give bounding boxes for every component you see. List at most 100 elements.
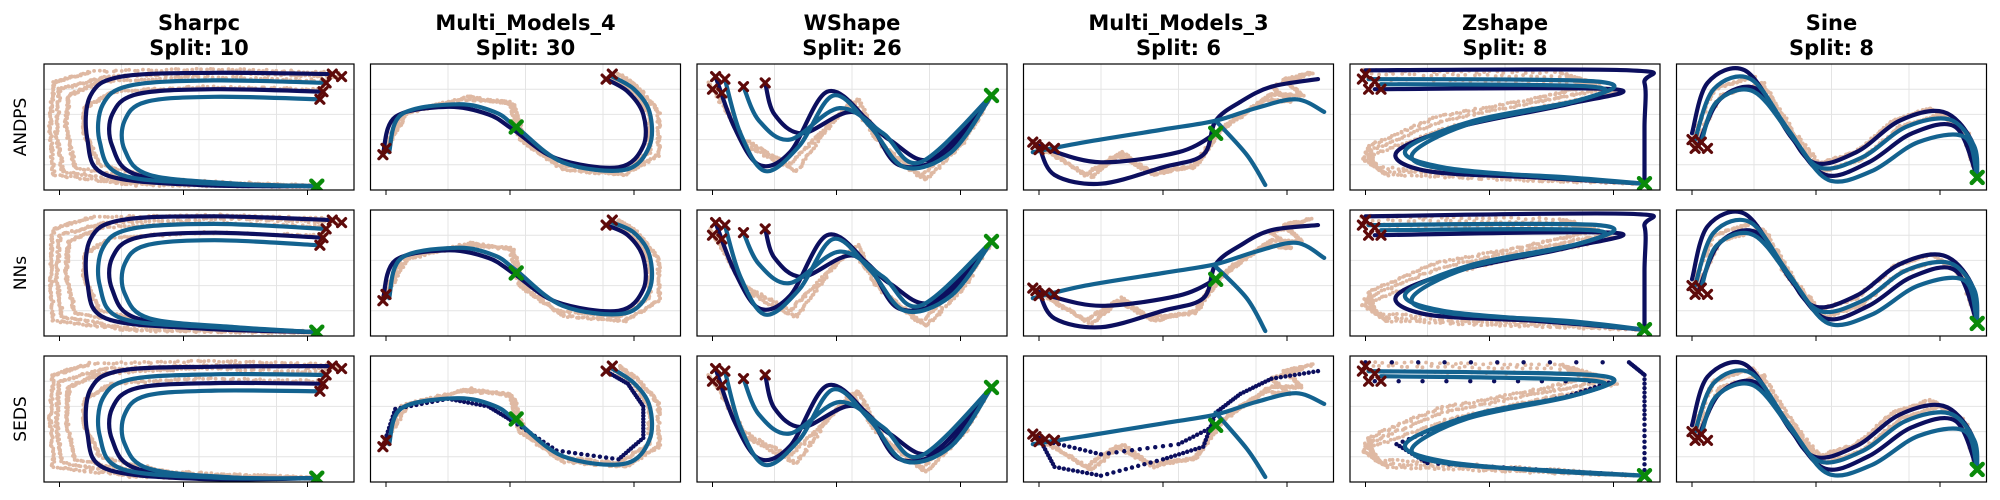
demonstration-point bbox=[49, 306, 54, 310]
demonstration-point bbox=[122, 234, 127, 239]
demonstration-point bbox=[148, 328, 153, 332]
demonstration-point bbox=[50, 109, 55, 114]
demonstration-point bbox=[135, 327, 139, 332]
demonstration-point bbox=[755, 149, 760, 154]
demonstration-point bbox=[312, 220, 317, 225]
start-marker-stroke bbox=[326, 68, 338, 80]
start-marker bbox=[380, 142, 392, 155]
demonstration-point bbox=[59, 86, 64, 90]
demonstration-point bbox=[205, 67, 209, 72]
demonstration-point bbox=[810, 138, 815, 142]
demonstration-point bbox=[182, 329, 187, 334]
demonstration-point bbox=[72, 74, 77, 79]
start-marker-stroke bbox=[1689, 142, 1701, 155]
demonstration-point bbox=[89, 174, 94, 179]
demonstration-point bbox=[812, 146, 817, 151]
demonstration-point bbox=[264, 67, 269, 72]
demonstration-point bbox=[1484, 109, 1489, 114]
demonstration-point bbox=[73, 230, 77, 234]
trajectory-a bbox=[1036, 77, 1321, 187]
demonstration-point bbox=[1514, 74, 1518, 79]
demonstration-point bbox=[119, 69, 124, 73]
demonstration-point bbox=[92, 68, 96, 73]
demonstration-point bbox=[78, 166, 83, 171]
demonstration-point bbox=[615, 71, 620, 76]
demonstration-point bbox=[718, 100, 722, 105]
demonstration-point bbox=[1485, 72, 1490, 77]
demonstration-point bbox=[508, 253, 513, 258]
demonstration-point bbox=[69, 229, 74, 234]
demonstration-point bbox=[119, 214, 124, 219]
demonstration-point bbox=[152, 218, 157, 223]
start-marker-stroke bbox=[719, 73, 731, 85]
goal-marker bbox=[1207, 125, 1224, 142]
demonstration-point bbox=[1377, 72, 1381, 77]
demonstration-point bbox=[1436, 174, 1441, 178]
demonstration-point bbox=[1363, 158, 1368, 163]
start-marker bbox=[314, 93, 326, 105]
start-marker-stroke bbox=[317, 86, 329, 98]
demonstration-point bbox=[135, 220, 140, 224]
panel-plot-area bbox=[697, 64, 1007, 190]
demonstration-point bbox=[309, 77, 314, 82]
demonstration-point bbox=[1396, 167, 1401, 172]
demonstration-point bbox=[89, 249, 94, 254]
demonstration-point bbox=[1093, 172, 1098, 177]
demonstration-point bbox=[156, 327, 161, 332]
start-marker-stroke bbox=[1039, 141, 1051, 153]
demonstration-point bbox=[1386, 173, 1391, 178]
trajectory-a bbox=[1363, 67, 1656, 186]
demonstration-point bbox=[1377, 140, 1382, 145]
demonstration-point bbox=[77, 219, 81, 224]
demonstration-point bbox=[1416, 124, 1421, 128]
demonstration-point bbox=[110, 215, 115, 220]
demonstration-point bbox=[173, 75, 178, 80]
demonstration-point bbox=[1501, 70, 1506, 75]
demonstration-point bbox=[1771, 98, 1776, 103]
demonstration-point bbox=[642, 160, 647, 164]
start-marker-stroke bbox=[606, 68, 618, 80]
demonstration-point bbox=[158, 76, 162, 81]
demonstration-point bbox=[1422, 120, 1427, 125]
demonstration-point bbox=[1412, 72, 1417, 77]
demonstration-point bbox=[162, 327, 167, 332]
demonstration-point bbox=[1480, 111, 1485, 115]
demonstration-point bbox=[1393, 143, 1398, 148]
demonstration-point bbox=[461, 95, 466, 100]
demonstration-point bbox=[1394, 138, 1399, 142]
goal-marker bbox=[508, 119, 524, 135]
start-marker bbox=[317, 86, 329, 98]
demonstration-point bbox=[208, 66, 213, 71]
demonstration-point bbox=[616, 172, 621, 177]
demonstration-point bbox=[1504, 177, 1509, 182]
demonstration-point bbox=[1404, 168, 1409, 173]
demonstration-point bbox=[1447, 174, 1452, 179]
demonstration-point bbox=[1419, 174, 1424, 179]
demonstration-point bbox=[55, 268, 59, 273]
start-marker bbox=[716, 87, 728, 99]
start-marker bbox=[1689, 142, 1701, 155]
demonstration-point bbox=[73, 311, 77, 316]
start-marker bbox=[326, 214, 338, 226]
demonstration-point bbox=[164, 67, 169, 72]
demonstration-point bbox=[1301, 93, 1306, 98]
demonstration-point bbox=[231, 74, 235, 79]
panel-border bbox=[43, 209, 355, 337]
demonstration-point bbox=[1429, 73, 1434, 78]
demonstration-point bbox=[1522, 103, 1526, 107]
demonstration-point bbox=[238, 67, 243, 72]
demonstration-point bbox=[1487, 109, 1492, 113]
demonstration-point bbox=[117, 235, 122, 240]
demonstration-point bbox=[1493, 104, 1498, 109]
demonstration-point bbox=[73, 220, 78, 225]
demonstration-point bbox=[573, 168, 577, 173]
demonstration-point bbox=[1373, 164, 1378, 169]
demonstration-point bbox=[144, 327, 149, 331]
trajectory-b bbox=[1699, 87, 1980, 184]
demonstration-point bbox=[1888, 119, 1893, 124]
start-marker bbox=[719, 73, 731, 85]
demonstration-point bbox=[452, 97, 457, 102]
demonstration-point bbox=[251, 67, 256, 72]
demonstration-point bbox=[1495, 178, 1499, 182]
